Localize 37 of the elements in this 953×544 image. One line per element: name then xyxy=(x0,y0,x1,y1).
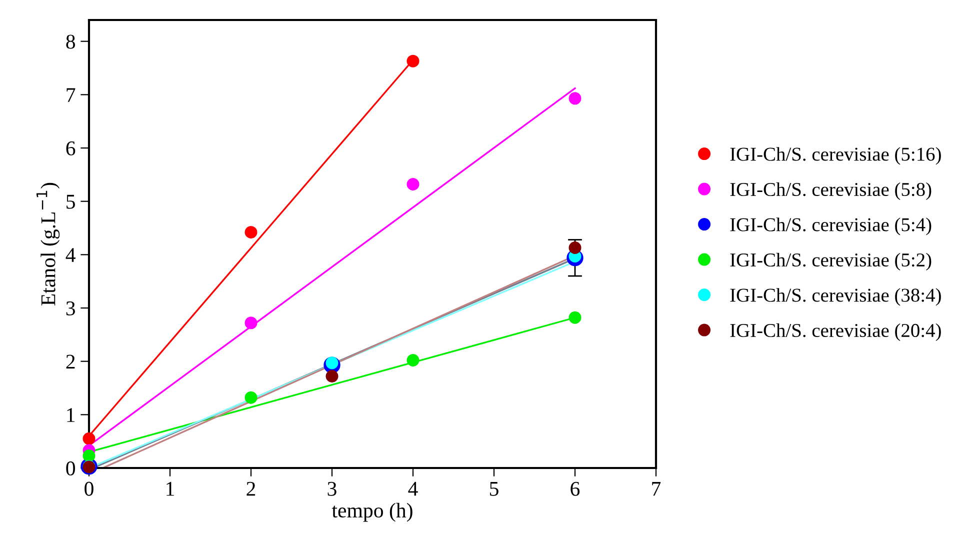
x-tick-label: 1 xyxy=(166,482,174,496)
point xyxy=(82,449,96,462)
point xyxy=(568,92,582,105)
x-tick-label: 5 xyxy=(490,482,498,496)
x-tick-label: 2 xyxy=(246,482,256,496)
point xyxy=(244,316,258,330)
y-tick-label: 6 xyxy=(66,141,76,156)
legend-label: IGI-Ch/S. cerevisiae (5:4) xyxy=(730,218,932,236)
point xyxy=(244,391,258,404)
y-tick-label: 2 xyxy=(66,354,75,369)
point xyxy=(244,226,258,239)
legend-label: IGI-Ch/S. cerevisiae (5:16) xyxy=(730,147,941,165)
x-tick-label: 6 xyxy=(570,482,580,496)
point xyxy=(326,370,338,383)
x-axis-title: tempo (h) xyxy=(332,502,412,522)
y-tick-label: 5 xyxy=(66,194,75,209)
y-tick-label: 7 xyxy=(66,88,76,102)
point xyxy=(82,432,96,445)
y-tick-label: 1 xyxy=(67,408,75,422)
point xyxy=(406,178,420,191)
y-tick-label: 8 xyxy=(66,34,76,49)
point xyxy=(568,241,582,254)
y-tick-label: 3 xyxy=(66,301,75,316)
point xyxy=(406,354,420,367)
legend-label: IGI-Ch/S. cerevisiae (5:2) xyxy=(730,252,932,270)
point xyxy=(406,54,420,68)
point xyxy=(568,311,582,324)
legend-label: IGI-Ch/S. cerevisiae (38:4) xyxy=(730,288,941,306)
x-tick-label: 4 xyxy=(408,482,418,496)
y-axis-title: Etanol (g.L$^{−1}$) xyxy=(36,182,60,306)
x-tick-label: 0 xyxy=(84,482,94,496)
y-tick-label: 4 xyxy=(66,248,76,262)
x-tick-label: 7 xyxy=(652,482,661,496)
legend-label: IGI-Ch/S. cerevisiae (5:8) xyxy=(730,182,932,200)
y-tick-label: 0 xyxy=(66,461,76,476)
x-tick-label: 3 xyxy=(328,482,336,496)
legend-label: IGI-Ch/S. cerevisiae (20:4) xyxy=(730,323,941,342)
